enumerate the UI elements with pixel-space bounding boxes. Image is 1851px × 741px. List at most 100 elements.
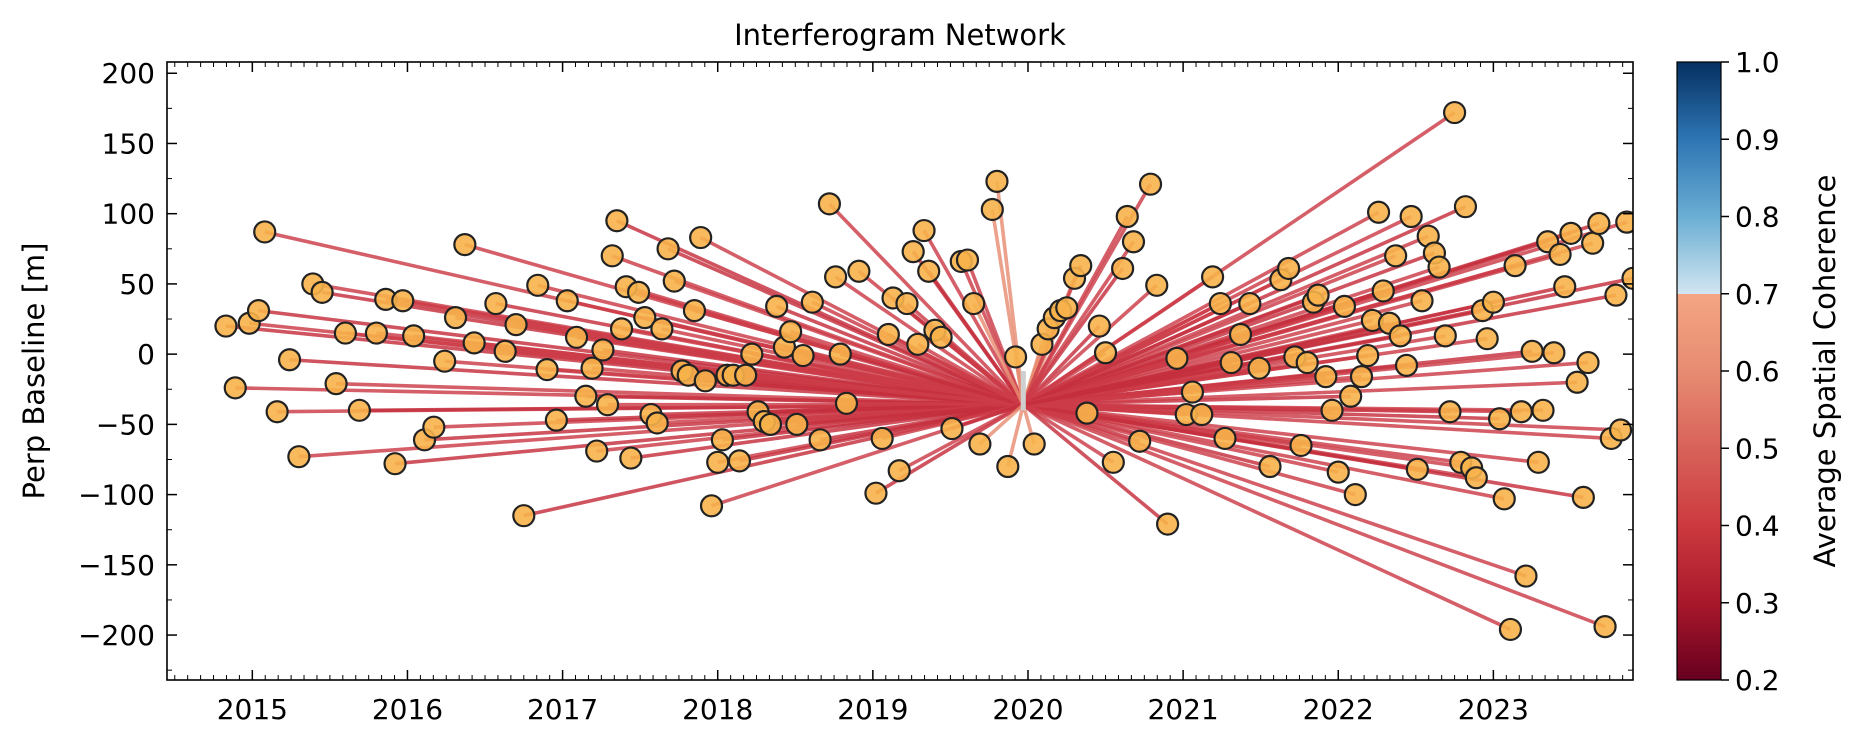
acquisition-point <box>580 356 604 380</box>
acquisition-point <box>1087 314 1111 338</box>
pair-line <box>951 403 1024 431</box>
acquisition-point <box>1326 460 1350 484</box>
pair-line <box>1022 403 1115 464</box>
acquisition-point <box>1464 466 1488 490</box>
acquisition-point <box>1343 483 1367 507</box>
acquisition-point <box>493 339 517 363</box>
acquisition-point <box>1608 418 1633 442</box>
acquisition-point <box>462 331 486 355</box>
acquisition-point <box>443 306 468 330</box>
pair-line <box>922 229 1025 406</box>
x-tick-label: 2021 <box>1147 693 1218 726</box>
pair-line <box>1022 403 1527 578</box>
acquisition-point <box>1356 343 1380 368</box>
acquisition-point <box>364 321 389 345</box>
acquisition-point <box>1514 564 1538 588</box>
pair-line <box>927 270 1025 406</box>
acquisition-point <box>310 280 334 304</box>
acquisition-point <box>1526 450 1550 474</box>
acquisition-point <box>1101 450 1125 474</box>
x-tick-label: 2023 <box>1458 693 1529 726</box>
pair-line <box>1022 403 1606 629</box>
colorbar-tick-label: 0.8 <box>1735 201 1780 234</box>
x-tick-label: 2019 <box>837 693 908 726</box>
y-tick-label: −100 <box>78 479 155 512</box>
plot-frame <box>166 61 1634 681</box>
pair-line <box>1022 402 1505 501</box>
pair-line <box>898 403 1025 473</box>
acquisition-point <box>1320 398 1344 422</box>
acquisition-point <box>504 313 528 337</box>
acquisition-point <box>1366 200 1391 224</box>
acquisition-point <box>1200 265 1225 289</box>
acquisition-point <box>287 445 311 469</box>
acquisition-point <box>600 244 624 268</box>
acquisition-point <box>727 449 752 473</box>
acquisition-point <box>591 338 615 362</box>
acquisition-point <box>1069 254 1093 278</box>
acquisition-point <box>864 481 888 505</box>
acquisition-point <box>555 289 579 313</box>
pair-line <box>1022 403 1512 632</box>
acquisition-point <box>955 248 980 272</box>
acquisition-point <box>595 393 620 417</box>
acquisition-point <box>682 299 707 323</box>
acquisition-point <box>1442 100 1467 125</box>
y-axis-title: Perp Baseline [m] <box>17 243 51 500</box>
acquisition-point <box>383 452 407 476</box>
pair-line <box>828 202 1025 406</box>
interferogram-pairs <box>225 111 1633 632</box>
acquisition-point <box>887 459 911 483</box>
acquisition-point <box>1587 211 1611 236</box>
acquisition-point <box>1111 256 1135 281</box>
acquisition-point <box>968 432 992 456</box>
acquisition-point <box>1553 275 1577 299</box>
x-tick-label: 2022 <box>1303 693 1374 726</box>
acquisition-point <box>1219 350 1243 375</box>
acquisition-point <box>710 428 734 452</box>
acquisition-point <box>1349 365 1374 389</box>
acquisition-point <box>1289 433 1313 458</box>
acquisition-point <box>800 290 824 314</box>
y-tick-label: 0 <box>137 338 155 371</box>
acquisition-point <box>1438 400 1462 424</box>
acquisition-point <box>917 259 941 283</box>
acquisition-point <box>422 415 446 439</box>
acquisition-point <box>817 192 842 216</box>
acquisition-point <box>1258 454 1282 479</box>
acquisition-point <box>1581 231 1605 255</box>
acquisition-point <box>391 289 415 313</box>
acquisition-point <box>906 332 930 356</box>
y-tick-label: −50 <box>96 408 155 441</box>
acquisition-point <box>791 343 815 368</box>
acquisition-point <box>1427 255 1451 279</box>
acquisition-point <box>876 322 900 347</box>
pair-line <box>776 304 1024 407</box>
acquisition-point <box>645 411 669 435</box>
colorbar-tick-label: 1.0 <box>1735 46 1780 79</box>
acquisition-point <box>1503 254 1527 278</box>
x-tick-label: 2015 <box>217 693 288 726</box>
chart-title: Interferogram Network <box>734 18 1066 52</box>
acquisition-point <box>1003 345 1028 369</box>
acquisition-point <box>1022 432 1046 456</box>
acquisition-point <box>785 412 809 436</box>
acquisition-point <box>985 169 1009 193</box>
acquisition-point <box>1371 279 1395 303</box>
y-tick-label: 200 <box>102 57 155 90</box>
acquisition-point <box>1128 429 1152 453</box>
pair-line <box>1023 350 1555 407</box>
acquisition-point <box>1055 296 1079 320</box>
acquisition-point <box>740 342 764 366</box>
acquisition-point <box>484 291 508 316</box>
acquisition-point <box>895 291 919 316</box>
acquisition-point <box>1565 370 1589 394</box>
acquisition-point <box>1121 230 1146 254</box>
acquisition-point <box>585 439 609 463</box>
acquisition-point <box>1093 341 1118 365</box>
acquisition-point <box>453 232 477 257</box>
acquisition-point <box>662 269 686 293</box>
acquisition-point <box>1213 426 1237 451</box>
pair-line <box>1022 210 1380 407</box>
